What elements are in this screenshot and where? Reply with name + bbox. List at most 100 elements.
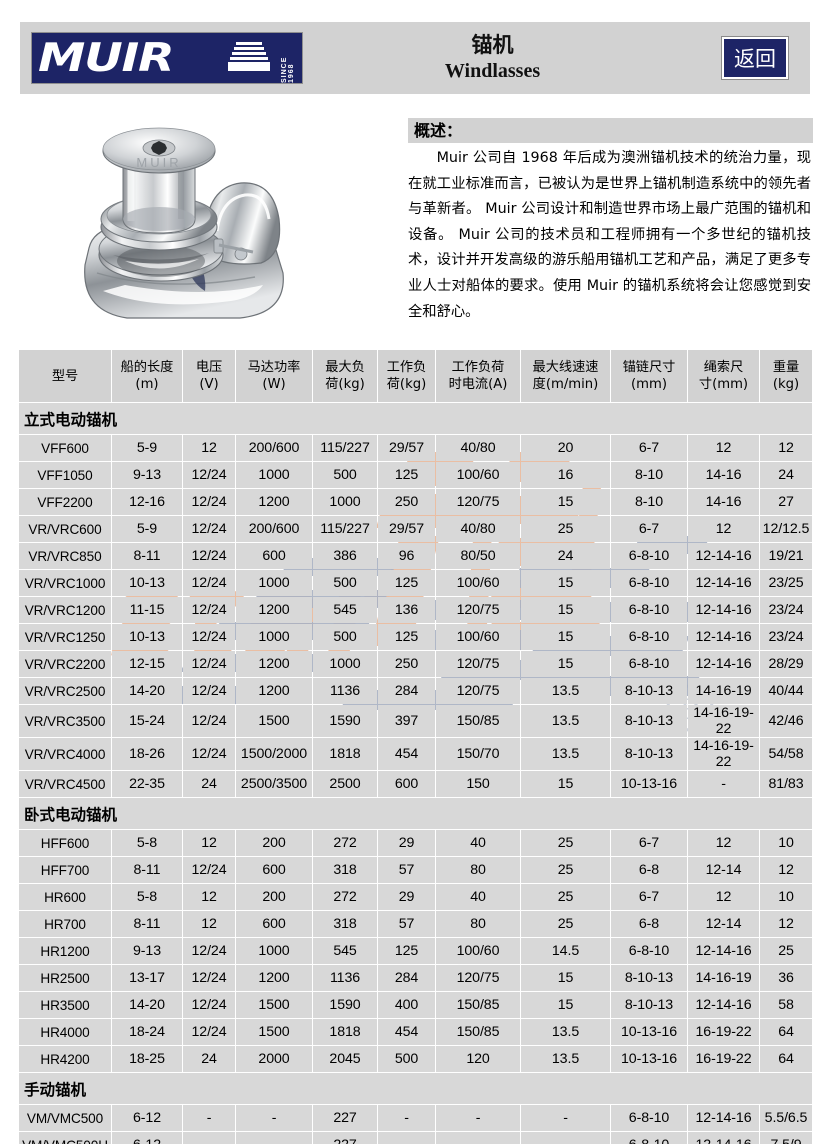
table-cell: 14-16-19-22 <box>688 705 759 737</box>
table-cell: 22-35 <box>112 771 182 797</box>
column-header-unit: 荷(kg) <box>325 377 365 392</box>
table-cell: 12-14-16 <box>688 543 759 569</box>
table-cell: 600 <box>378 771 435 797</box>
cell-model: VM/VMC500H <box>19 1132 111 1144</box>
table-cell: - <box>183 1105 235 1131</box>
table-cell: 14.5 <box>521 938 610 964</box>
table-cell: 6-7 <box>611 516 687 542</box>
table-cell: 24 <box>760 462 812 488</box>
table-cell: 13.5 <box>521 738 610 770</box>
table-cell: 500 <box>313 462 377 488</box>
table-cell: 120/75 <box>436 651 520 677</box>
table-header-row: 型号 船的长度 (m) 电压 (V) 马达功率 (W) 最大负 荷(kg) 工作负 荷(kg) 工作负… <box>19 350 812 402</box>
table-cell: 200 <box>236 830 312 856</box>
table-cell: 100/60 <box>436 938 520 964</box>
table-cell: 14-20 <box>112 678 182 704</box>
table-cell: 42/46 <box>760 705 812 737</box>
table-cell: 1500 <box>236 992 312 1018</box>
table-cell: 36 <box>760 965 812 991</box>
column-header-unit: (kg) <box>772 377 800 392</box>
table-row: VR/VRC1200 11-15 12/24 1200 545 136 120/75 15 6-… <box>19 597 812 623</box>
table-cell: 386 <box>313 543 377 569</box>
column-header-3: 马达功率 (W) <box>236 350 312 402</box>
column-header-2: 电压 (V) <box>183 350 235 402</box>
table-cell: 58 <box>760 992 812 1018</box>
table-cell: 25 <box>760 938 812 964</box>
table-row: VFF1050 9-13 12/24 1000 500 125 100/60 16 8-10 14… <box>19 462 812 488</box>
table-cell: 12 <box>760 857 812 883</box>
table-cell: 125 <box>378 938 435 964</box>
table-cell: 18-25 <box>112 1046 182 1072</box>
table-cell: 2500 <box>313 771 377 797</box>
table-cell: 120/75 <box>436 965 520 991</box>
table-cell: 23/24 <box>760 624 812 650</box>
table-cell: 1000 <box>236 624 312 650</box>
table-cell: 8-11 <box>112 857 182 883</box>
column-header-5: 工作负 荷(kg) <box>378 350 435 402</box>
table-cell: 57 <box>378 857 435 883</box>
table-cell: 136 <box>378 597 435 623</box>
column-header-label: 最大负 <box>325 360 365 375</box>
table-cell: 18-24 <box>112 1019 182 1045</box>
cell-model: VR/VRC850 <box>19 543 111 569</box>
table-cell: 13-17 <box>112 965 182 991</box>
table-cell: 12/24 <box>183 705 235 737</box>
overview-title: 概述： <box>408 118 813 143</box>
table-cell: 545 <box>313 938 377 964</box>
table-cell: 28/29 <box>760 651 812 677</box>
column-header-label: 型号 <box>51 368 79 384</box>
table-cell: 12/24 <box>183 857 235 883</box>
cell-model: VR/VRC2200 <box>19 651 111 677</box>
cell-model: VFF1050 <box>19 462 111 488</box>
table-cell: 1200 <box>236 489 312 515</box>
table-group-header: 手动锚机 <box>19 1073 812 1104</box>
table-cell: 15 <box>521 992 610 1018</box>
table-head: 型号 船的长度 (m) 电压 (V) 马达功率 (W) 最大负 荷(kg) 工作负 荷(kg) 工作负… <box>19 350 812 402</box>
table-cell: 16-19-22 <box>688 1019 759 1045</box>
column-header-label: 电压 <box>195 360 223 375</box>
table-cell: 13.5 <box>521 705 610 737</box>
table-cell: 20 <box>521 435 610 461</box>
table-cell: 600 <box>236 911 312 937</box>
table-cell: 80 <box>436 857 520 883</box>
table-cell: 12-14-16 <box>688 597 759 623</box>
table-group-label: 卧式电动锚机 <box>19 798 812 829</box>
logo-since-text: SINCE 1968 <box>281 56 295 83</box>
table-cell: 1000 <box>313 651 377 677</box>
table-cell: 12/24 <box>183 678 235 704</box>
table-cell: 227 <box>313 1132 377 1144</box>
column-header-unit: 时电流(A) <box>448 377 508 392</box>
table-cell: 1000 <box>236 462 312 488</box>
spec-table-wrapper: 型号 船的长度 (m) 电压 (V) 马达功率 (W) 最大负 荷(kg) 工作负 荷(kg) 工作负… <box>18 349 813 1144</box>
table-row: HR3500 14-20 12/24 1500 1590 400 150/85 15 8-10-… <box>19 992 812 1018</box>
table-cell: 12/12.5 <box>760 516 812 542</box>
table-cell: 14-16-19-22 <box>688 738 759 770</box>
table-cell: 12-14-16 <box>688 1132 759 1144</box>
table-cell: 500 <box>378 1046 435 1072</box>
column-header-6: 工作负荷 时电流(A) <box>436 350 520 402</box>
cell-model: HFF600 <box>19 830 111 856</box>
cell-model: VR/VRC4000 <box>19 738 111 770</box>
table-cell: 15-24 <box>112 705 182 737</box>
table-cell: 6-8-10 <box>611 624 687 650</box>
table-cell: 40/44 <box>760 678 812 704</box>
table-row: VR/VRC4000 18-26 12/24 1500/2000 1818 454 150/… <box>19 738 812 770</box>
table-cell: 115/227 <box>313 435 377 461</box>
table-cell: 81/83 <box>760 771 812 797</box>
table-row: VR/VRC850 8-11 12/24 600 386 96 80/50 24 6-8-10 1… <box>19 543 812 569</box>
table-cell: 5-9 <box>112 516 182 542</box>
table-cell: 14-16-19 <box>688 965 759 991</box>
table-cell: 13.5 <box>521 678 610 704</box>
table-cell: 12/24 <box>183 938 235 964</box>
back-button[interactable]: 返回 <box>721 36 789 80</box>
table-cell: 150 <box>436 771 520 797</box>
table-cell: 125 <box>378 570 435 596</box>
table-cell: 12/24 <box>183 543 235 569</box>
table-cell: 57 <box>378 911 435 937</box>
table-cell: 12 <box>688 435 759 461</box>
table-cell: 5-8 <box>112 830 182 856</box>
table-cell: 29/57 <box>378 516 435 542</box>
table-row: VR/VRC3500 15-24 12/24 1500 1590 397 150/85 13.… <box>19 705 812 737</box>
table-cell: 40/80 <box>436 516 520 542</box>
